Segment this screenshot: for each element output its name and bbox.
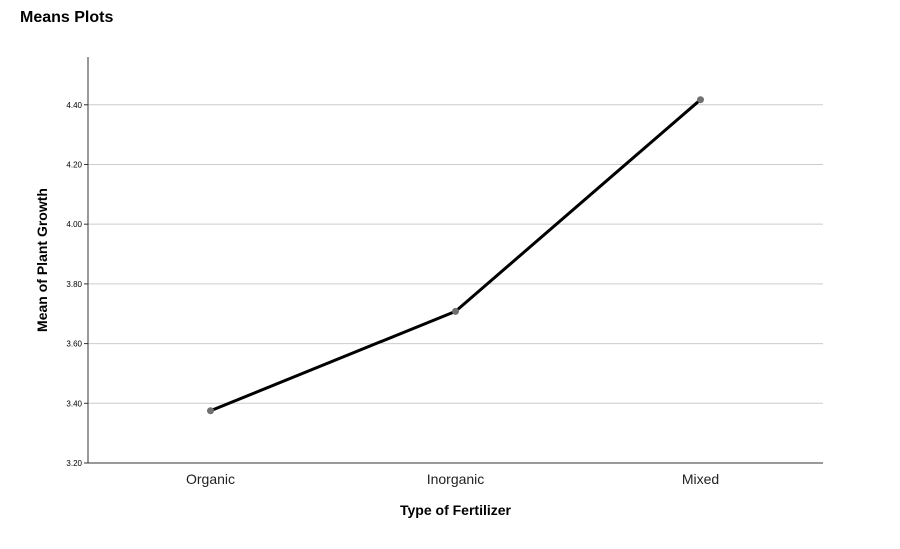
y-tick-label: 4.00	[66, 220, 82, 229]
x-axis-title: Type of Fertilizer	[400, 502, 512, 518]
y-tick-label: 3.20	[66, 459, 82, 468]
data-point-organic	[207, 407, 214, 415]
data-point-inorganic	[452, 307, 459, 315]
x-tick-label-inorganic: Inorganic	[427, 471, 485, 487]
x-tick-label-mixed: Mixed	[682, 471, 719, 487]
y-tick-label: 4.20	[66, 160, 82, 169]
series	[207, 96, 704, 415]
x-tick-label-organic: Organic	[186, 471, 235, 487]
y-tick-label: 3.60	[66, 340, 82, 349]
gridlines	[88, 104, 823, 404]
axes	[84, 57, 823, 464]
y-tick-label: 4.40	[66, 101, 82, 110]
y-tick-label: 3.40	[66, 399, 82, 408]
data-point-mixed	[697, 96, 704, 104]
x-tick-labels: Organic Inorganic Mixed	[186, 471, 719, 487]
page-title: Means Plots	[20, 9, 114, 26]
y-axis-title: Mean of Plant Growth	[34, 188, 50, 332]
series-line	[209, 98, 702, 413]
y-tick-label: 3.80	[66, 280, 82, 289]
y-tick-labels: 3.20 3.40 3.60 3.80 4.00 4.20 4.40	[66, 101, 82, 468]
